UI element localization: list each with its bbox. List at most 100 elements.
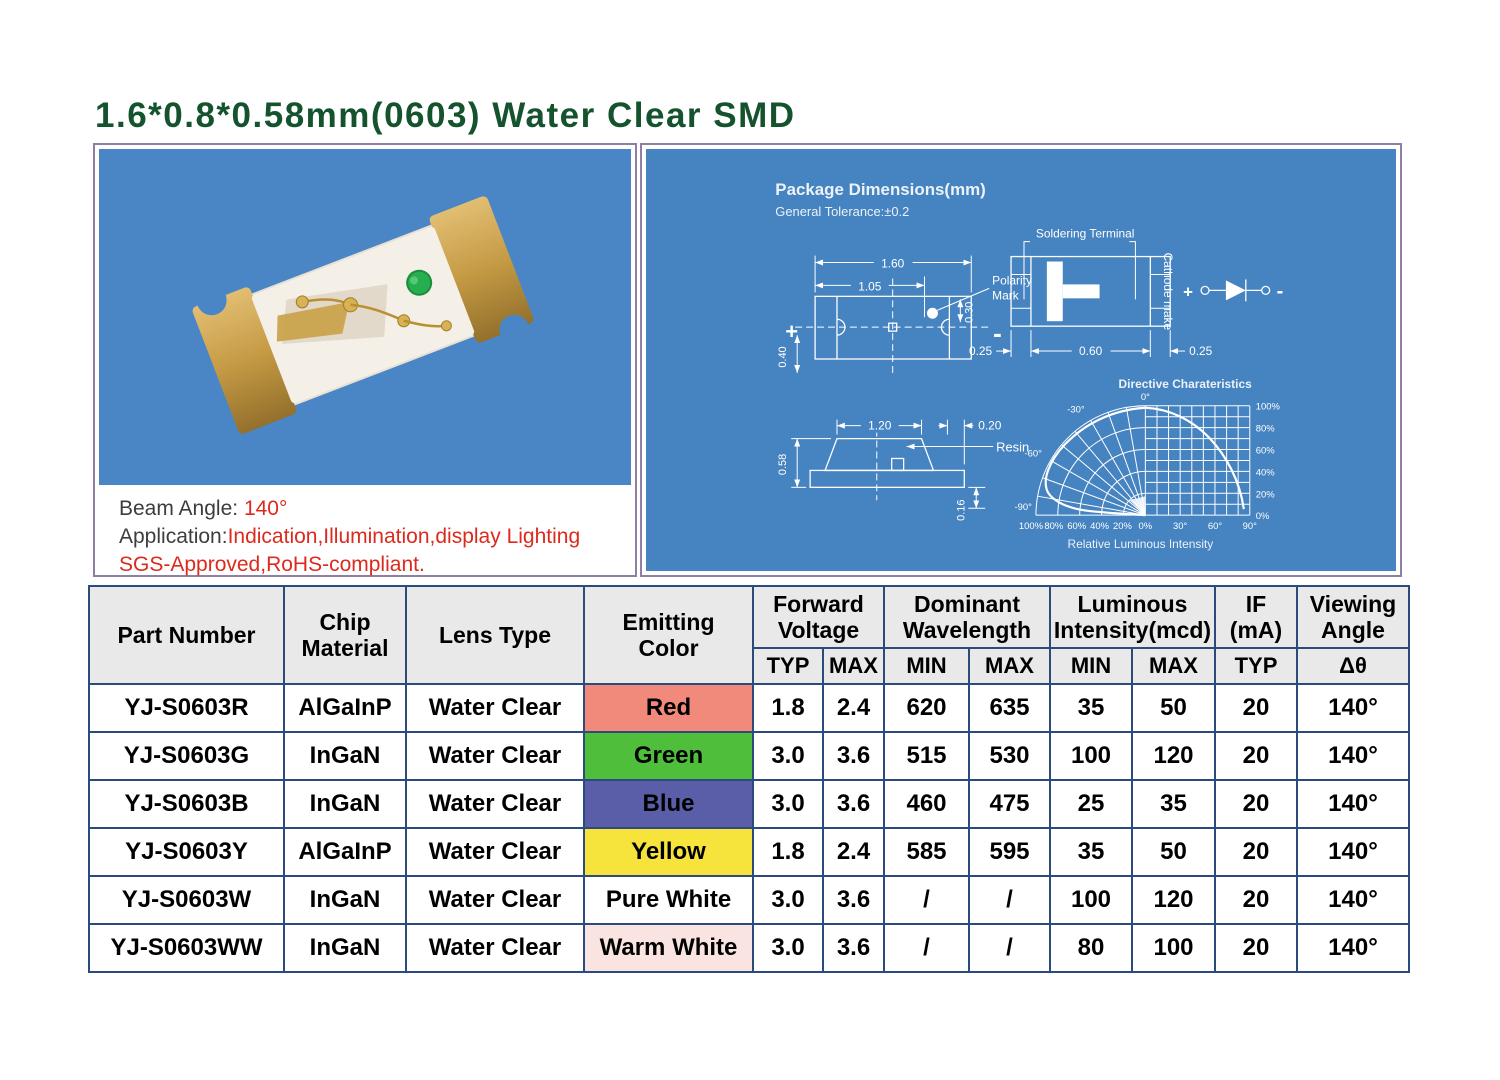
cell-emitting-color: Warm White: [583, 923, 754, 973]
cell-wl-min: /: [883, 923, 970, 973]
package-dimensions-drawing: Package Dimensions(mm) General Tolerance…: [775, 180, 1283, 551]
col-header-part-number: Part Number: [88, 585, 285, 685]
cell-viewing-angle: 140°: [1296, 875, 1410, 925]
diode-minus: -: [1277, 280, 1284, 302]
cell-vf-max: 3.6: [822, 923, 885, 973]
cell-iv-min: 100: [1049, 875, 1133, 925]
cell-vf-typ: 3.0: [752, 779, 824, 829]
polarity-mark-label-2: Mark: [992, 288, 1019, 302]
cell-wl-max: 635: [968, 683, 1051, 733]
cell-wl-max: /: [968, 875, 1051, 925]
chart-x-axis-title: Relative Luminous Intensity: [1067, 537, 1213, 551]
compliance-line: SGS-Approved,RoHS-compliant.: [119, 553, 425, 576]
cell-chip-material: AlGaInP: [283, 827, 407, 877]
soldering-terminal-label: Soldering Terminal: [1036, 227, 1135, 241]
subcol-wl-min: MIN: [883, 647, 970, 685]
chart-x-label-5: 0%: [1139, 521, 1153, 532]
package-dimensions-panel: Package Dimensions(mm) General Tolerance…: [640, 143, 1402, 577]
subcol-iv-min: MIN: [1049, 647, 1133, 685]
application-value: Indication,Illumination,display Lighting: [227, 525, 581, 548]
top-view-drawing: Polarity Mark 1.60 1.05 + -: [777, 254, 1032, 375]
table-row: YJ-S0603Y AlGaInP Water Clear Yellow 1.8…: [88, 827, 1410, 877]
pad-dim-mid: 0.60: [1079, 344, 1103, 358]
side-view-drawing: 1.20 0.20 Resin 0.58: [777, 419, 1029, 521]
chart-x-label-7: 60°: [1208, 521, 1222, 532]
cell-wl-max: 595: [968, 827, 1051, 877]
cell-part-number: YJ-S0603R: [88, 683, 285, 733]
table-row: YJ-S0603W InGaN Water Clear Pure White 3…: [88, 875, 1410, 925]
cell-vf-max: 3.6: [822, 875, 885, 925]
cell-vf-max: 2.4: [822, 683, 885, 733]
chart-x-label-2: 60%: [1067, 521, 1086, 532]
chart-y-label-4: 20%: [1256, 489, 1275, 500]
cell-lens-type: Water Clear: [405, 827, 585, 877]
side-dim-offset: 0.20: [978, 419, 1002, 433]
table-row: YJ-S0603G InGaN Water Clear Green 3.0 3.…: [88, 731, 1410, 781]
cell-chip-material: InGaN: [283, 731, 407, 781]
subcol-if-typ: TYP: [1214, 647, 1298, 685]
cell-wl-min: 460: [883, 779, 970, 829]
chart-y-label-5: 0%: [1256, 511, 1270, 522]
anode-plus-sign: +: [785, 319, 798, 344]
cell-emitting-color: Yellow: [583, 827, 754, 877]
table-row: YJ-S0603R AlGaInP Water Clear Red 1.8 2.…: [88, 683, 1410, 733]
cell-chip-material: InGaN: [283, 875, 407, 925]
chart-x-label-1: 80%: [1044, 521, 1063, 532]
cell-wl-max: 475: [968, 779, 1051, 829]
side-dim-width: 1.20: [868, 419, 892, 433]
chart-x-label-6: 30°: [1173, 521, 1187, 532]
cell-wl-max: /: [968, 923, 1051, 973]
cell-viewing-angle: 140°: [1296, 923, 1410, 973]
cell-wl-max: 530: [968, 731, 1051, 781]
cell-wl-min: /: [883, 875, 970, 925]
cell-vf-typ: 1.8: [752, 683, 824, 733]
chart-x-label-0: 100%: [1019, 521, 1044, 532]
cell-iv-max: 120: [1131, 875, 1216, 925]
cell-lens-type: Water Clear: [405, 923, 585, 973]
cell-wl-min: 585: [883, 827, 970, 877]
diode-symbol: + -: [1183, 279, 1283, 302]
diagram-heading: Package Dimensions(mm): [775, 180, 985, 199]
cell-vf-typ: 3.0: [752, 875, 824, 925]
spec-table-container: Part Number Chip Material Lens Type Emit…: [88, 585, 1410, 973]
diagram-tolerance: General Tolerance:±0.2: [775, 204, 909, 219]
chart-x-label-3: 40%: [1090, 521, 1109, 532]
cell-if-typ: 20: [1214, 827, 1298, 877]
cell-viewing-angle: 140°: [1296, 731, 1410, 781]
cell-iv-min: 100: [1049, 731, 1133, 781]
cell-vf-typ: 3.0: [752, 731, 824, 781]
cell-wl-min: 620: [883, 683, 970, 733]
cell-iv-max: 100: [1131, 923, 1216, 973]
cell-lens-type: Water Clear: [405, 683, 585, 733]
cell-viewing-angle: 140°: [1296, 779, 1410, 829]
dim-0-30: 0.30: [963, 302, 975, 323]
side-dim-base: 0.16: [955, 500, 967, 521]
dim-0-40: 0.40: [777, 346, 789, 367]
cell-part-number: YJ-S0603WW: [88, 923, 285, 973]
cathode-minus-sign: -: [993, 320, 1002, 348]
spec-table: Part Number Chip Material Lens Type Emit…: [88, 585, 1410, 973]
diode-plus: +: [1183, 282, 1193, 301]
cell-lens-type: Water Clear: [405, 875, 585, 925]
cell-iv-min: 25: [1049, 779, 1133, 829]
cell-iv-max: 35: [1131, 779, 1216, 829]
diagram-blue-area: Package Dimensions(mm) General Tolerance…: [646, 149, 1396, 571]
cell-emitting-color: Pure White: [583, 875, 754, 925]
table-row: YJ-S0603WW InGaN Water Clear Warm White …: [88, 923, 1410, 973]
chart-title: Directive Charateristics: [1119, 377, 1253, 391]
chart-y-label-0: 100%: [1256, 402, 1281, 413]
cell-part-number: YJ-S0603W: [88, 875, 285, 925]
cell-if-typ: 20: [1214, 731, 1298, 781]
col-header-emitting-color: Emitting Color: [583, 585, 754, 685]
pad-dim-left: 0.25: [969, 344, 993, 358]
smd-led-illustration: [99, 149, 631, 485]
cell-vf-typ: 3.0: [752, 923, 824, 973]
cell-vf-typ: 1.8: [752, 827, 824, 877]
col-header-forward-voltage: Forward Voltage: [752, 585, 885, 649]
cell-lens-type: Water Clear: [405, 779, 585, 829]
col-header-viewing-angle: Viewing Angle: [1296, 585, 1410, 649]
cell-viewing-angle: 140°: [1296, 683, 1410, 733]
table-row: YJ-S0603B InGaN Water Clear Blue 3.0 3.6…: [88, 779, 1410, 829]
cell-part-number: YJ-S0603G: [88, 731, 285, 781]
subcol-vf-typ: TYP: [752, 647, 824, 685]
